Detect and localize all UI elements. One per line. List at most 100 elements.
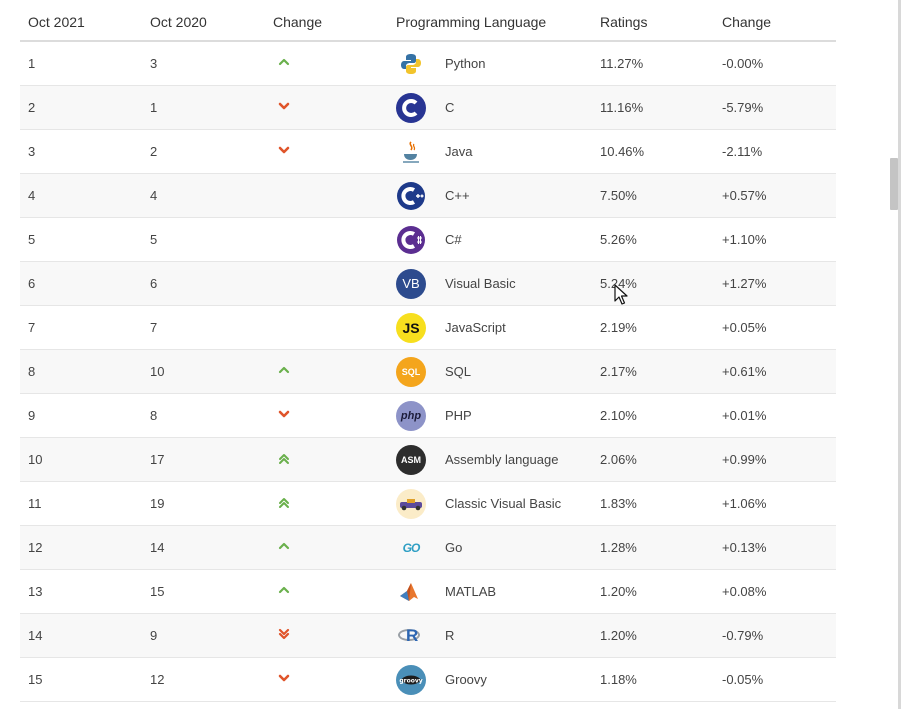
double-chevron-up-icon [279,454,289,464]
language-name[interactable]: SQL [445,364,472,379]
language-name[interactable]: PHP [445,408,472,423]
r-logo-letter: R [406,625,419,645]
rank-2021-cell: 15 [20,657,142,702]
table-row: 10 17 ASM Assembly language 2.06% +0.99% [20,437,836,482]
rank-2020-cell: 8 [142,393,265,438]
rating-change-cell: +1.10% [714,217,836,262]
rating-cell: 2.17% [592,349,714,394]
vb-logo-icon: VB [396,268,426,299]
rating-cell: 5.26% [592,217,714,262]
rating-change-cell: +0.57% [714,173,836,218]
rating-cell: 1.18% [592,657,714,702]
header-ratings[interactable]: Ratings [592,4,714,42]
rating-change-cell: -0.79% [714,613,836,658]
table-row: 6 6 VB Visual Basic 5.24% +1.27% [20,261,836,306]
rank-2021-cell: 5 [20,217,142,262]
rank-2021-cell: 6 [20,261,142,306]
scrollbar-thumb[interactable] [890,158,898,210]
rank-change-cell [265,569,388,614]
language-name[interactable]: R [445,628,455,643]
double-chevron-up-icon [279,498,289,508]
language-name[interactable]: MATLAB [445,584,497,599]
rating-cell: 1.83% [592,481,714,526]
rank-change-cell [265,173,388,218]
rank-2021-cell: 2 [20,85,142,130]
header-oct-2021[interactable]: Oct 2021 [20,4,142,42]
classic-vb-logo-icon [396,488,426,519]
rank-2021-cell: 3 [20,129,142,174]
rank-2020-cell: 12 [142,657,265,702]
chevron-up-icon [278,586,290,594]
rank-change-cell [265,525,388,570]
language-name[interactable]: Assembly language [445,452,559,467]
rank-2021-cell: 10 [20,437,142,482]
cpp-logo-icon [396,181,426,211]
rank-2020-cell: 17 [142,437,265,482]
header-oct-2020[interactable]: Oct 2020 [142,4,265,42]
chevron-up-icon [278,366,290,374]
language-cell: GO Go [388,525,592,570]
language-name[interactable]: C [445,100,455,115]
rank-change-cell [265,41,388,86]
language-name[interactable]: Python [445,56,486,71]
rating-cell: 2.19% [592,305,714,350]
rating-cell: 11.16% [592,85,714,130]
tiobe-index-table: Oct 2021 Oct 2020 Change Programming Lan… [20,4,836,702]
rating-cell: 2.10% [592,393,714,438]
php-logo-icon: php [396,400,426,431]
header-change[interactable]: Change [265,4,388,42]
header-ratings-change[interactable]: Change [714,4,836,42]
rank-2021-cell: 9 [20,393,142,438]
c-logo-icon [396,92,426,123]
go-logo-icon: GO [402,540,421,555]
language-name[interactable]: Classic Visual Basic [445,496,562,511]
rank-2020-cell: 14 [142,525,265,570]
header-programming-language[interactable]: Programming Language [388,4,592,42]
rank-2020-cell: 19 [142,481,265,526]
table-row: 11 19 Classic Visual Basic 1.83% +1.06% [20,481,836,526]
table-row: 14 9 R R 1.20% -0.79% [20,613,836,658]
rating-change-cell: +1.06% [714,481,836,526]
table-row: 2 1 C 11.16% -5.79% [20,85,836,130]
svg-text:groovy: groovy [399,677,422,684]
rank-change-cell [265,613,388,658]
rank-change-cell [265,129,388,174]
language-cell: Classic Visual Basic [388,481,592,526]
rank-2020-cell: 10 [142,349,265,394]
rank-2021-cell: 7 [20,305,142,350]
matlab-logo-icon [396,577,426,607]
rank-2020-cell: 4 [142,173,265,218]
rank-change-cell [265,305,388,350]
java-logo-icon [396,137,426,167]
rating-cell: 1.20% [592,613,714,658]
rank-2020-cell: 15 [142,569,265,614]
rating-change-cell: +0.08% [714,569,836,614]
language-name[interactable]: C++ [445,188,470,203]
rating-cell: 11.27% [592,41,714,86]
window-edge [898,0,901,709]
rating-cell: 5.24% [592,261,714,306]
rating-change-cell: +0.99% [714,437,836,482]
table-row: 13 15 MATLAB 1.20% +0.08% [20,569,836,614]
rating-change-cell: -0.00% [714,41,836,86]
language-name[interactable]: Java [445,144,473,159]
rank-change-cell [265,261,388,306]
table-row: 12 14 GO Go 1.28% +0.13% [20,525,836,570]
csharp-logo-icon [396,225,426,255]
language-name[interactable]: C# [445,232,462,247]
language-name[interactable]: JavaScript [445,320,506,335]
language-name[interactable]: Groovy [445,672,487,687]
rank-change-cell [265,437,388,482]
rank-change-cell [265,481,388,526]
groovy-logo-icon: groovy [396,664,426,695]
rank-2021-cell: 4 [20,173,142,218]
rank-change-cell [265,657,388,702]
rank-2021-cell: 11 [20,481,142,526]
language-cell: MATLAB [388,569,592,614]
rank-change-cell [265,393,388,438]
language-name[interactable]: Visual Basic [445,276,516,291]
rating-change-cell: -5.79% [714,85,836,130]
language-name[interactable]: Go [445,540,463,555]
rank-2020-cell: 5 [142,217,265,262]
rating-cell: 2.06% [592,437,714,482]
